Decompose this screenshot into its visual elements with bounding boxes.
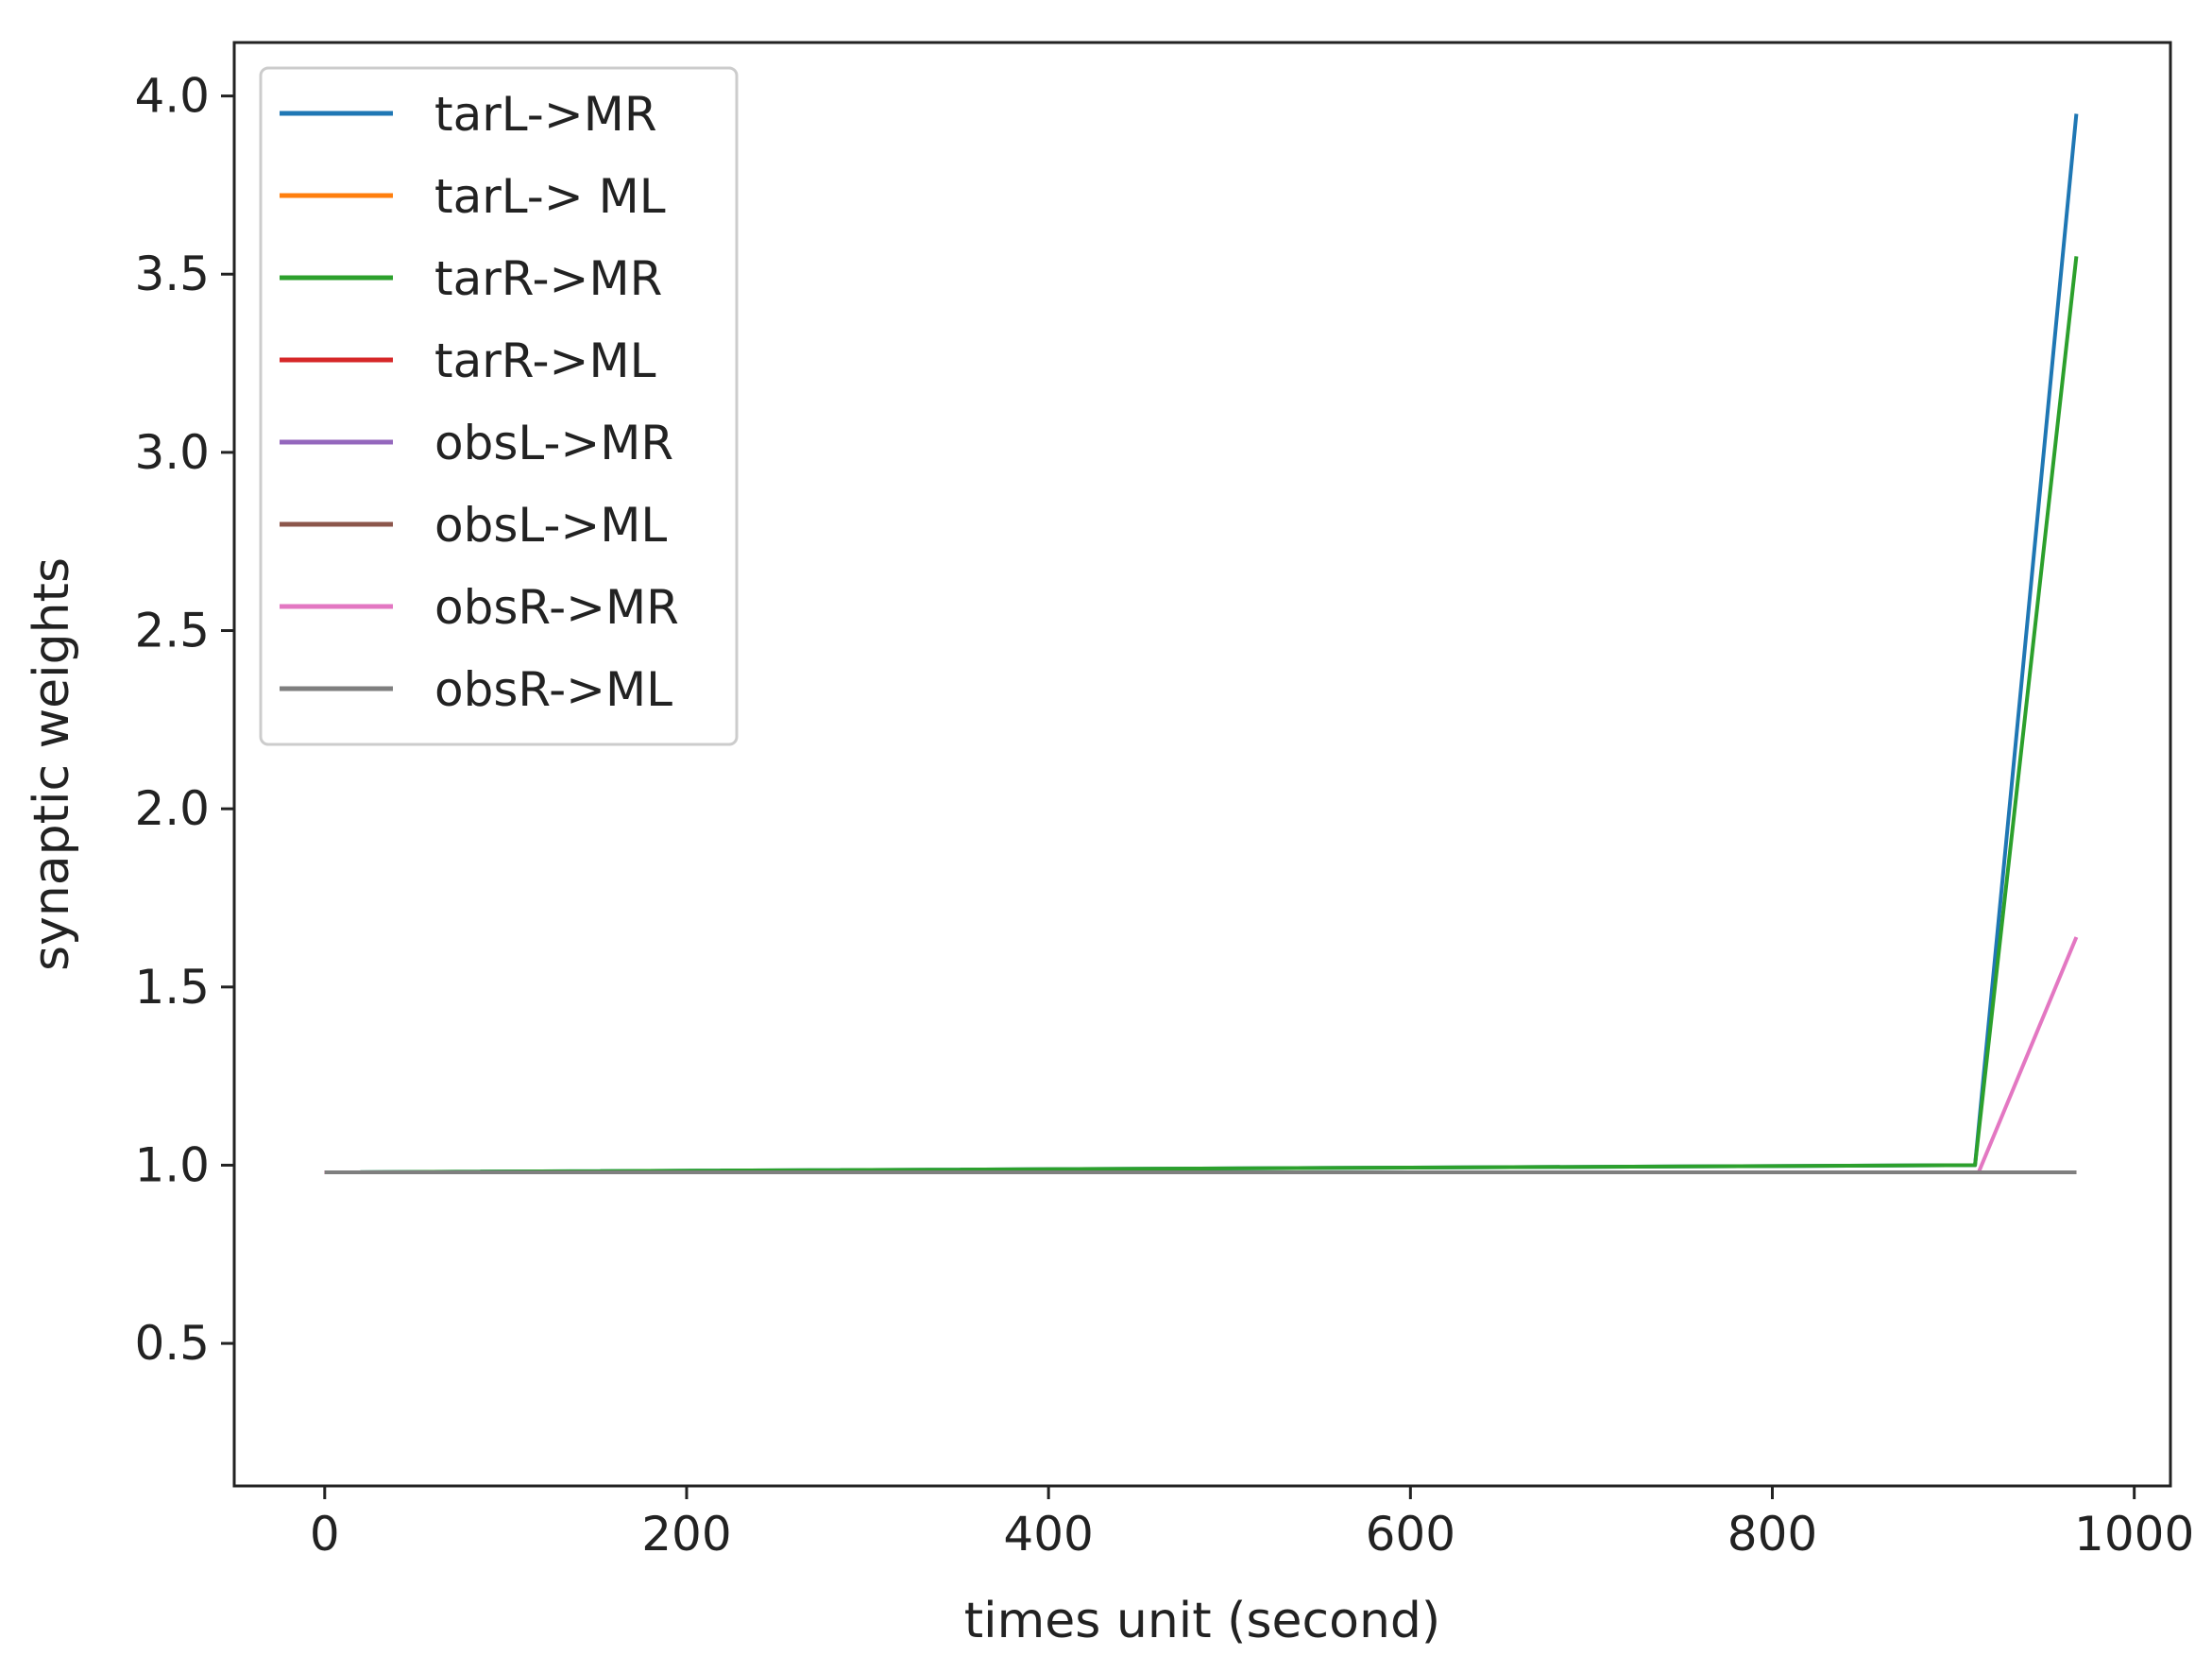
legend-entry-label: obsR->ML — [434, 662, 672, 717]
y-tick-label: 1.0 — [134, 1137, 210, 1192]
legend-box — [259, 66, 739, 746]
legend-entry-label: obsL->MR — [434, 416, 673, 470]
legend-entry-label: obsL->ML — [434, 498, 667, 553]
series-line-3 — [324, 256, 2079, 1174]
y-tick-label: 3.5 — [134, 247, 210, 301]
y-axis: 0.5 1.0 1.5 2.0 2.5 3.0 3.5 4.0 — [134, 69, 234, 1371]
x-tick-label: 0 — [310, 1507, 340, 1562]
series-line-7 — [324, 936, 2079, 1174]
y-tick-label: 0.5 — [134, 1316, 210, 1371]
legend-entry-label: tarL-> ML — [434, 169, 666, 224]
y-axis-label: synaptic weights — [24, 557, 80, 971]
legend-entry-label: tarR->MR — [434, 251, 662, 306]
y-tick-label: 1.5 — [134, 960, 210, 1015]
x-axis-label: times unit (second) — [964, 1593, 1440, 1649]
series-layer — [324, 113, 2079, 1174]
x-tick-label: 200 — [641, 1507, 731, 1562]
x-tick-label: 1000 — [2074, 1507, 2194, 1562]
x-tick-label: 400 — [1003, 1507, 1093, 1562]
legend-entry-label: obsR->MR — [434, 580, 679, 635]
legend-entry-label: tarL->MR — [434, 87, 657, 142]
legend: tarL->MR tarL-> ML tarR->MR tarR->ML obsL->M… — [259, 66, 739, 746]
x-tick-label: 600 — [1366, 1507, 1455, 1562]
legend-entry-label: tarR->ML — [434, 333, 656, 388]
y-tick-label: 2.0 — [134, 781, 210, 836]
y-tick-label: 2.5 — [134, 604, 210, 658]
y-tick-label: 3.0 — [134, 425, 210, 480]
x-axis: 0 200 400 600 800 1000 — [310, 1486, 2194, 1562]
y-tick-label: 4.0 — [134, 69, 210, 124]
x-tick-label: 800 — [1727, 1507, 1817, 1562]
plot-frame — [232, 41, 2172, 1488]
